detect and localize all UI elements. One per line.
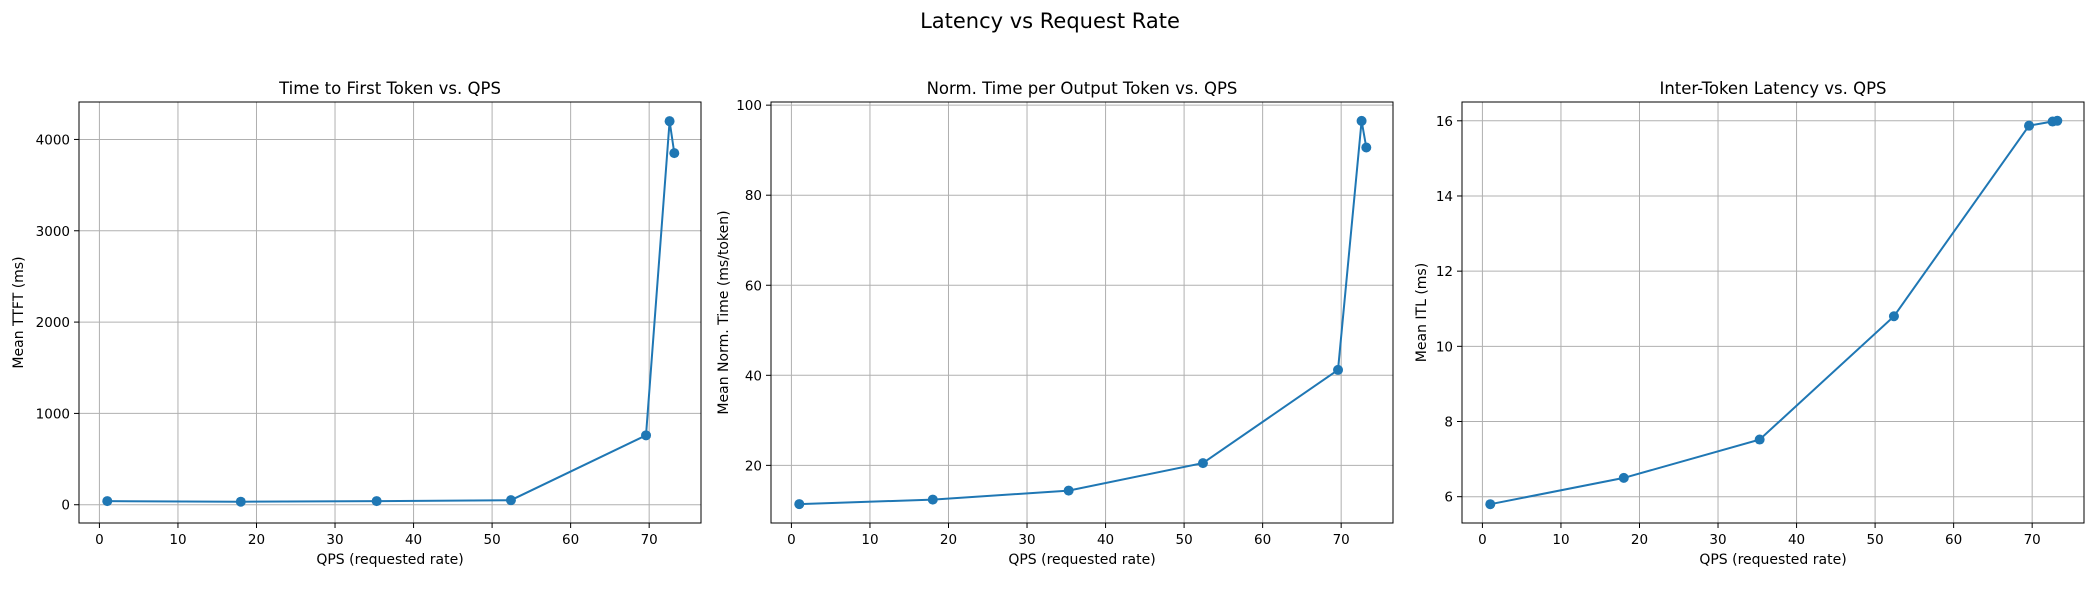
x-tick-label: 0 xyxy=(787,532,796,548)
x-tick-label: 20 xyxy=(940,532,957,548)
data-point xyxy=(1197,458,1208,469)
data-point xyxy=(1356,115,1367,126)
x-tick-label: 10 xyxy=(861,532,878,548)
data-point xyxy=(371,496,382,507)
chart-panel-3: 0 10 20 30 40 50 60 70 6 8 10 12 14 16 Inter-Token Lat… xyxy=(1414,79,2085,568)
y-tick-label: 6 xyxy=(1444,490,1453,506)
data-point xyxy=(2052,115,2063,126)
x-axis-label: QPS (requested rate) xyxy=(1008,552,1155,568)
data-point xyxy=(505,495,516,506)
data-point xyxy=(1754,434,1765,445)
x-tick-label: 10 xyxy=(1552,532,1569,548)
y-tick-label: 3000 xyxy=(36,224,70,240)
x-tick-label: 10 xyxy=(169,532,186,548)
x-tick-label: 60 xyxy=(562,532,579,548)
y-tick-label: 14 xyxy=(1436,189,1453,205)
data-point xyxy=(794,499,805,510)
x-tick-label: 50 xyxy=(1867,532,1884,548)
x-tick-label: 70 xyxy=(2024,532,2041,548)
x-tick-label: 50 xyxy=(484,532,501,548)
panel-title: Norm. Time per Output Token vs. QPS xyxy=(927,79,1238,98)
chart-panel-1: 0 10 20 30 40 50 60 70 0 1000 2000 3000 4000 Time to … xyxy=(11,79,702,568)
y-tick-label: 20 xyxy=(745,458,762,474)
data-point xyxy=(641,430,652,441)
y-tick-label: 2000 xyxy=(36,315,70,331)
y-tick-label: 1000 xyxy=(36,406,70,422)
x-axis-label: QPS (requested rate) xyxy=(1699,552,1846,568)
data-point xyxy=(1618,472,1629,483)
figure-title: Latency vs Request Rate xyxy=(920,9,1180,33)
y-tick-label: 10 xyxy=(1436,339,1453,355)
y-tick-label: 100 xyxy=(736,98,762,114)
data-point xyxy=(664,116,675,127)
y-tick-label: 60 xyxy=(745,278,762,294)
x-tick-label: 40 xyxy=(1788,532,1805,548)
x-axis-label: QPS (requested rate) xyxy=(316,552,463,568)
x-tick-label: 30 xyxy=(1018,532,1035,548)
x-tick-label: 20 xyxy=(1631,532,1648,548)
x-tick-label: 70 xyxy=(1333,532,1350,548)
series-line xyxy=(1490,119,2058,506)
x-tick-label: 60 xyxy=(1254,532,1271,548)
x-tick-label: 40 xyxy=(405,532,422,548)
x-tick-label: 20 xyxy=(248,532,265,548)
x-tick-label: 40 xyxy=(1097,532,1114,548)
x-tick-label: 30 xyxy=(1709,532,1726,548)
y-tick-label: 0 xyxy=(61,498,70,514)
series-line xyxy=(107,121,676,503)
data-point xyxy=(1333,364,1344,375)
x-tick-label: 50 xyxy=(1176,532,1193,548)
x-tick-label: 70 xyxy=(641,532,658,548)
plot-frame xyxy=(78,101,702,524)
y-tick-label: 4000 xyxy=(36,132,70,148)
data-point xyxy=(102,496,113,507)
data-point xyxy=(235,496,246,507)
y-axis-label: Mean ITL (ms) xyxy=(1414,263,1430,362)
data-point xyxy=(2024,120,2035,131)
x-tick-label: 0 xyxy=(1478,532,1487,548)
y-tick-label: 16 xyxy=(1436,114,1453,130)
data-point xyxy=(1888,311,1899,322)
data-point xyxy=(1361,142,1372,153)
y-tick-label: 12 xyxy=(1436,264,1453,280)
plot-frame xyxy=(1461,101,2085,524)
panel-title: Inter-Token Latency vs. QPS xyxy=(1659,79,1886,98)
series-line xyxy=(799,120,1368,506)
data-point xyxy=(669,148,680,159)
y-axis-label: Mean Norm. Time (ms/token) xyxy=(716,210,732,414)
x-tick-label: 60 xyxy=(1945,532,1962,548)
data-point xyxy=(927,494,938,505)
plot-frame xyxy=(770,101,1394,524)
x-tick-label: 30 xyxy=(326,532,343,548)
x-tick-label: 0 xyxy=(95,532,104,548)
data-point xyxy=(1485,499,1496,510)
data-point xyxy=(1063,485,1074,496)
panel-title: Time to First Token vs. QPS xyxy=(278,79,501,98)
y-tick-label: 8 xyxy=(1444,415,1453,431)
y-tick-label: 80 xyxy=(745,188,762,204)
chart-panel-2: 0 10 20 30 40 50 60 70 20 40 60 80 100 Norm. Time per… xyxy=(716,79,1394,568)
y-axis-label: Mean TTFT (ms) xyxy=(11,256,27,368)
y-tick-label: 40 xyxy=(745,368,762,384)
